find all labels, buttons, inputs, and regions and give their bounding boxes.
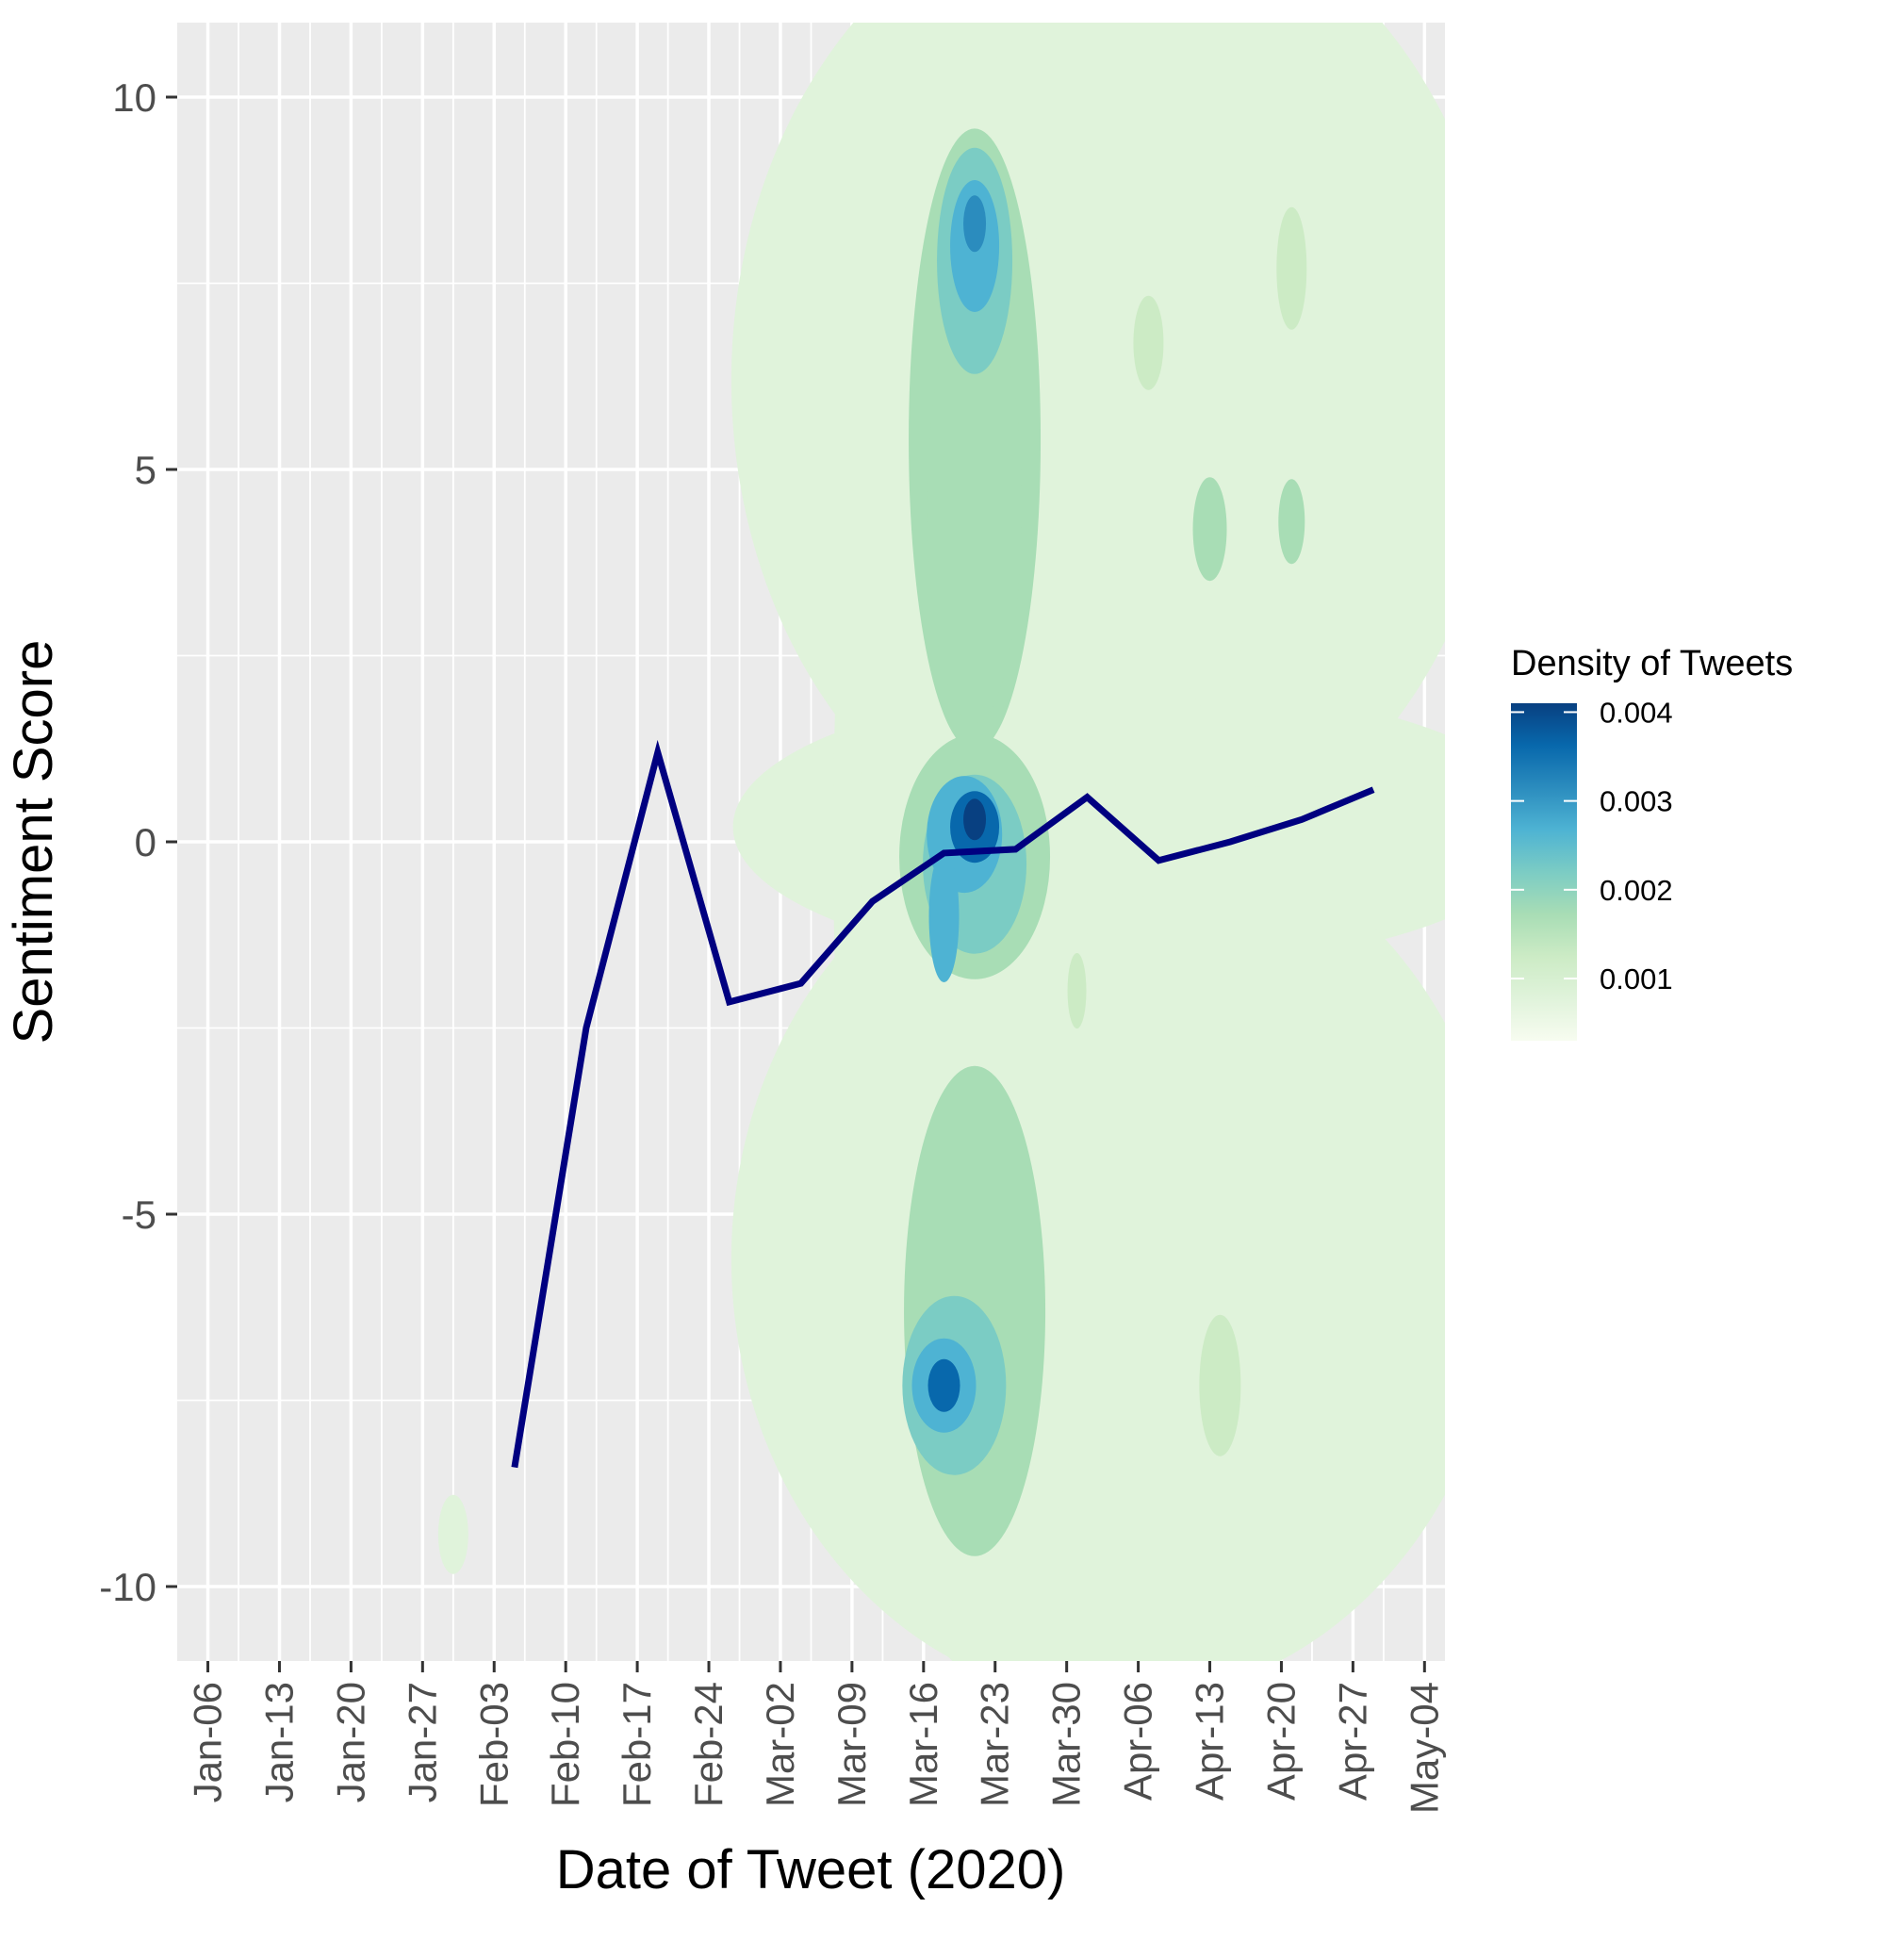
x-tick-label: Feb-17 bbox=[615, 1682, 659, 1807]
x-axis-title: Date of Tweet (2020) bbox=[556, 1839, 1066, 1900]
x-tick-label: Jan-13 bbox=[256, 1682, 301, 1802]
x-tick-label: Apr-13 bbox=[1188, 1682, 1232, 1801]
x-tick-label: Jan-06 bbox=[186, 1682, 230, 1802]
density-contours bbox=[437, 23, 1445, 1661]
density-contour bbox=[1199, 1314, 1241, 1456]
legend: Density of Tweets 0.004 0.003 0.002 0.001 bbox=[1511, 644, 1793, 1041]
y-axis-title: Sentiment Score bbox=[3, 640, 64, 1045]
legend-colorbar bbox=[1511, 703, 1577, 1041]
density-contour bbox=[1278, 479, 1305, 565]
density-contour bbox=[963, 798, 987, 841]
legend-tick-label: 0.001 bbox=[1600, 962, 1673, 995]
x-tick-label: Feb-10 bbox=[543, 1682, 587, 1807]
density-contour bbox=[983, 785, 1436, 898]
y-axis: 10 5 0 -5 -10 bbox=[99, 75, 177, 1609]
density-contour bbox=[1020, 164, 1134, 655]
x-tick-label: Feb-03 bbox=[471, 1682, 516, 1807]
density-contour bbox=[963, 195, 987, 253]
x-tick-label: Mar-23 bbox=[973, 1682, 1017, 1807]
series-line bbox=[511, 739, 1375, 1469]
x-tick-label: Jan-27 bbox=[400, 1682, 444, 1802]
x-tick-label: Jan-20 bbox=[328, 1682, 372, 1802]
x-tick-label: Mar-02 bbox=[758, 1682, 802, 1807]
density-contour bbox=[927, 1358, 960, 1412]
density-contour bbox=[1133, 295, 1164, 390]
x-tick-label: Mar-09 bbox=[829, 1682, 874, 1807]
density-contour bbox=[1276, 206, 1307, 330]
density-contour bbox=[1192, 477, 1227, 582]
x-tick-label: Mar-30 bbox=[1044, 1682, 1089, 1807]
series-line-layer bbox=[511, 739, 1375, 1469]
legend-tick-label: 0.004 bbox=[1600, 696, 1673, 729]
density-contour bbox=[927, 289, 1023, 724]
x-tick-label: Apr-06 bbox=[1116, 1682, 1160, 1801]
legend-title: Density of Tweets bbox=[1511, 644, 1793, 683]
x-tick-label: Feb-24 bbox=[686, 1682, 730, 1807]
x-tick-label: Apr-20 bbox=[1258, 1682, 1303, 1801]
density-contour bbox=[1067, 953, 1087, 1028]
y-tick-label: 0 bbox=[135, 820, 156, 864]
y-tick-label: 5 bbox=[135, 448, 156, 492]
y-tick-label: -10 bbox=[99, 1565, 156, 1609]
density-contour bbox=[928, 850, 960, 982]
density-contour bbox=[437, 1494, 468, 1574]
legend-tick-label: 0.002 bbox=[1600, 874, 1673, 907]
y-tick-label: 10 bbox=[112, 75, 156, 120]
legend-tick-label: 0.003 bbox=[1600, 785, 1673, 818]
legend-ticks: 0.004 0.003 0.002 0.001 bbox=[1511, 696, 1673, 995]
x-tick-label: Apr-27 bbox=[1330, 1682, 1374, 1801]
x-tick-label: Mar-16 bbox=[901, 1682, 945, 1807]
y-tick-label: -5 bbox=[122, 1193, 156, 1237]
x-axis: Jan-06 Jan-13 Jan-20 Jan-27 Feb-03 Feb-10 Feb-… bbox=[186, 1661, 1446, 1814]
x-tick-label: May-04 bbox=[1402, 1682, 1446, 1814]
